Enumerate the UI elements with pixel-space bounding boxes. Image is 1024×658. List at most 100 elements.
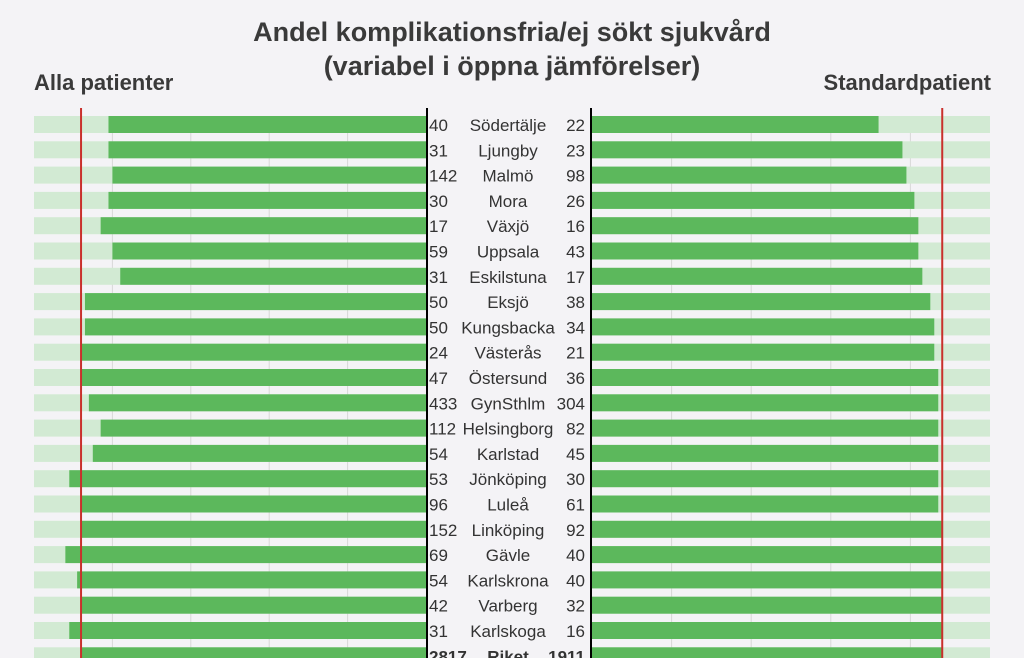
right-count-label: 16 xyxy=(566,217,585,236)
left-bar xyxy=(100,419,426,437)
right-count-label: 1911 xyxy=(548,647,585,658)
right-bar xyxy=(592,166,907,184)
right-count-label: 43 xyxy=(566,243,585,262)
category-label: Eksjö xyxy=(487,293,529,312)
right-bar xyxy=(592,495,939,513)
right-bar xyxy=(592,343,935,361)
category-label: Södertälje xyxy=(470,116,547,135)
left-count-label: 152 xyxy=(429,521,457,540)
left-count-label: 31 xyxy=(429,622,448,641)
left-count-label: 2817 xyxy=(429,647,467,658)
category-label: Karlstad xyxy=(477,445,539,464)
left-bar xyxy=(112,242,427,260)
right-count-label: 16 xyxy=(566,622,585,641)
right-bar xyxy=(592,622,943,639)
left-count-label: 42 xyxy=(429,597,448,616)
right-count-label: 304 xyxy=(557,394,585,413)
right-count-label: 22 xyxy=(566,116,585,135)
right-bar xyxy=(592,191,915,209)
right-count-label: 36 xyxy=(566,369,585,388)
category-label: Varberg xyxy=(478,597,537,616)
right-bar xyxy=(592,116,879,133)
right-count-label: 23 xyxy=(566,141,585,160)
left-count-label: 59 xyxy=(429,243,448,262)
left-bar xyxy=(81,520,426,538)
category-label: Kungsbacka xyxy=(461,318,555,337)
category-label: Helsingborg xyxy=(463,420,554,439)
category-label: GynSthlm xyxy=(471,394,546,413)
category-label: Uppsala xyxy=(477,243,540,262)
chart-title: Andel komplikationsfria/ej sökt sjukvård xyxy=(253,17,771,47)
left-count-label: 96 xyxy=(429,496,448,515)
left-bar xyxy=(81,369,426,386)
left-count-label: 50 xyxy=(429,293,448,312)
category-label: Mora xyxy=(489,192,528,211)
left-count-label: 53 xyxy=(429,470,448,489)
category-label: Östersund xyxy=(469,369,547,388)
right-bar xyxy=(592,242,919,260)
category-label: Västerås xyxy=(474,344,541,363)
left-bar xyxy=(108,191,426,209)
left-count-label: 69 xyxy=(429,546,448,565)
left-count-label: 31 xyxy=(429,268,448,287)
right-bar xyxy=(592,520,943,538)
right-bar xyxy=(592,647,943,658)
right-count-label: 38 xyxy=(566,293,585,312)
left-count-label: 47 xyxy=(429,369,448,388)
category-label: Eskilstuna xyxy=(469,268,547,287)
right-bar xyxy=(592,470,939,488)
left-bar xyxy=(92,444,427,462)
left-count-label: 142 xyxy=(429,167,457,186)
right-count-label: 32 xyxy=(566,597,585,616)
left-count-label: 54 xyxy=(429,445,448,464)
category-label: Ljungby xyxy=(478,141,538,160)
left-count-label: 30 xyxy=(429,192,448,211)
left-count-label: 40 xyxy=(429,116,448,135)
category-label: Malmö xyxy=(482,167,533,186)
left-count-label: 54 xyxy=(429,571,448,590)
right-count-label: 92 xyxy=(566,521,585,540)
right-bar xyxy=(592,318,935,336)
left-bar xyxy=(81,596,426,614)
right-bar xyxy=(592,444,939,462)
left-bar xyxy=(69,470,426,488)
right-panel-title: Standardpatient xyxy=(823,70,991,95)
right-count-label: 17 xyxy=(566,268,585,287)
category-label: Karlskrona xyxy=(467,571,549,590)
left-bar xyxy=(81,495,426,513)
left-count-label: 50 xyxy=(429,318,448,337)
right-count-label: 82 xyxy=(566,420,585,439)
category-label: Luleå xyxy=(487,496,529,515)
category-label: Linköping xyxy=(472,521,545,540)
category-label: Karlskoga xyxy=(470,622,546,641)
left-bar xyxy=(65,546,427,564)
left-bar xyxy=(120,267,427,285)
right-count-label: 40 xyxy=(566,571,585,590)
category-label: Växjö xyxy=(487,217,530,236)
left-bar xyxy=(84,293,427,311)
left-bar xyxy=(88,394,426,412)
left-bar xyxy=(108,116,426,133)
left-bar xyxy=(112,166,427,184)
category-label: Riket xyxy=(487,647,529,658)
right-bar xyxy=(592,369,939,386)
right-count-label: 34 xyxy=(566,318,585,337)
category-label: Gävle xyxy=(486,546,530,565)
right-bar xyxy=(592,419,939,437)
right-bar xyxy=(592,217,919,235)
right-bar xyxy=(592,394,939,412)
left-bar xyxy=(108,141,426,159)
right-count-label: 61 xyxy=(566,496,585,515)
right-bar xyxy=(592,267,923,285)
right-bar xyxy=(592,596,943,614)
left-bar xyxy=(100,217,426,235)
left-bar xyxy=(69,622,426,639)
left-bar xyxy=(81,647,426,658)
category-label: Jönköping xyxy=(469,470,547,489)
right-count-label: 45 xyxy=(566,445,585,464)
left-count-label: 17 xyxy=(429,217,448,236)
left-panel-title: Alla patienter xyxy=(34,70,174,95)
right-count-label: 40 xyxy=(566,546,585,565)
left-count-label: 31 xyxy=(429,141,448,160)
